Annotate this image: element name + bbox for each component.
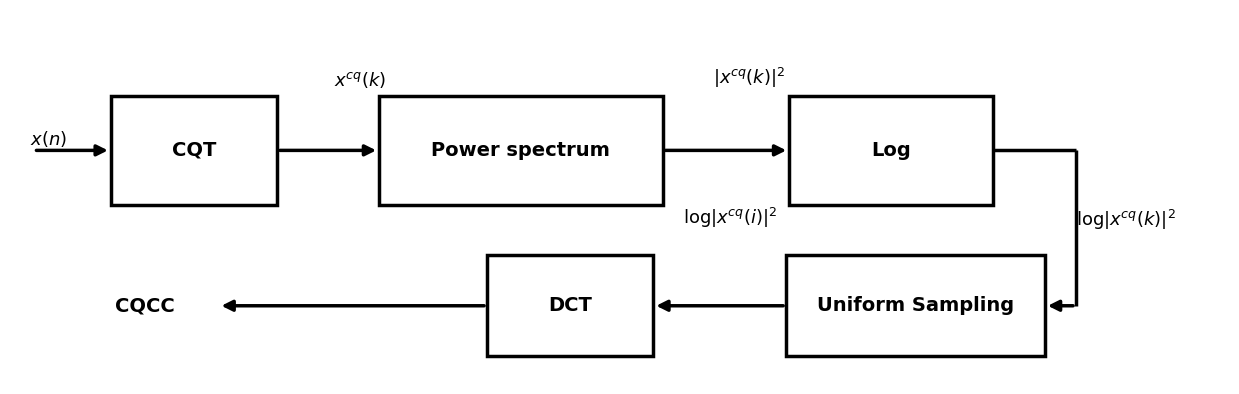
- Text: $\log|x^{cq}(k)|^2$: $\log|x^{cq}(k)|^2$: [1075, 208, 1176, 232]
- Bar: [786, 255, 1044, 356]
- Bar: [487, 255, 653, 356]
- Bar: [789, 96, 992, 205]
- Text: $x(n)$: $x(n)$: [30, 129, 67, 149]
- Text: Uniform Sampling: Uniform Sampling: [817, 296, 1014, 315]
- Text: CQCC: CQCC: [115, 296, 175, 315]
- Text: CQT: CQT: [172, 141, 216, 160]
- Text: $|x^{cq}(k)|^2$: $|x^{cq}(k)|^2$: [712, 66, 786, 90]
- Text: $x^{cq}(k)$: $x^{cq}(k)$: [335, 70, 387, 90]
- Bar: [379, 96, 663, 205]
- Text: DCT: DCT: [548, 296, 592, 315]
- Text: Log: Log: [871, 141, 911, 160]
- Bar: [110, 96, 278, 205]
- Text: $\log|x^{cq}(i)|^2$: $\log|x^{cq}(i)|^2$: [683, 206, 778, 230]
- Text: Power spectrum: Power spectrum: [431, 141, 611, 160]
